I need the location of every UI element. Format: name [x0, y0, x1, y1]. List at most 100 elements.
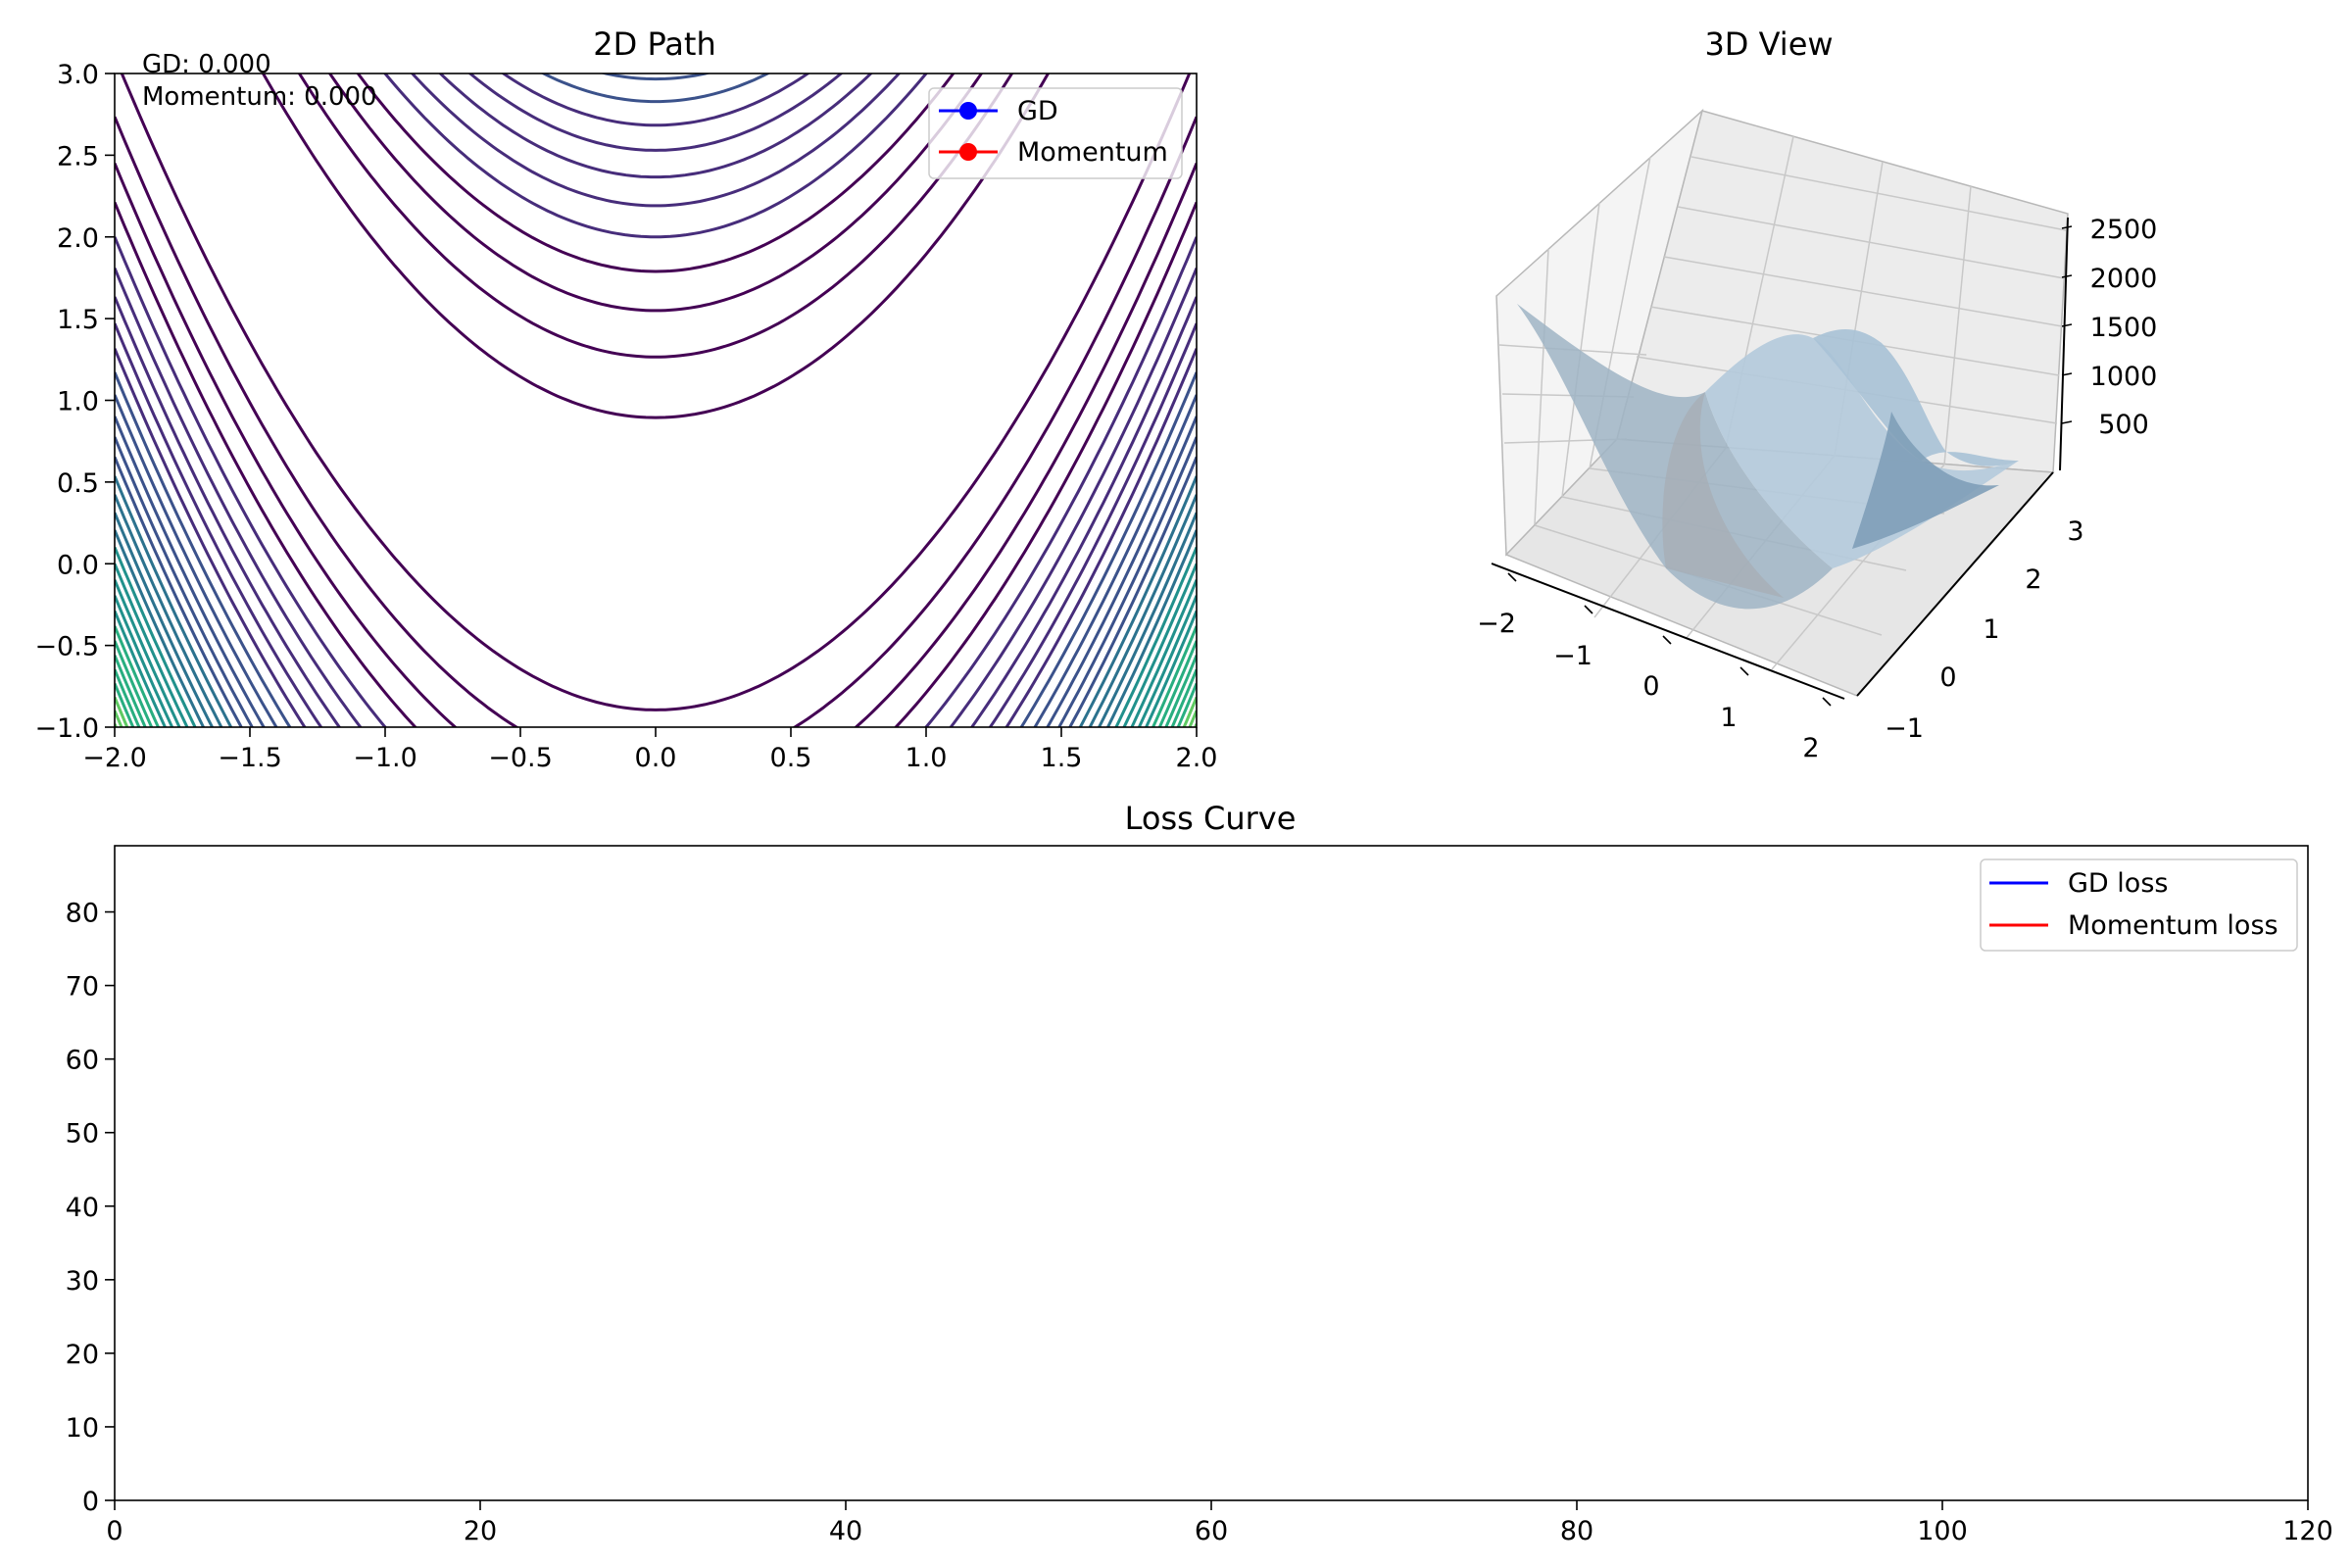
- contour-line: [297, 74, 1014, 359]
- contour-line: [501, 74, 810, 127]
- loss-y-tick-label: 30: [66, 1266, 99, 1297]
- contour-line: [599, 74, 712, 81]
- x-tick-label: 0.0: [635, 743, 677, 773]
- y-tick-label: 0.0: [57, 550, 99, 580]
- contour-line: [115, 563, 1197, 727]
- loss-y-tick-label: 10: [66, 1413, 99, 1444]
- legend-item-momentum: Momentum: [939, 137, 1168, 168]
- y-tick-label: 2.5: [57, 141, 99, 172]
- legend-label-momentum: Momentum: [1017, 137, 1168, 168]
- contour-line: [115, 625, 1197, 727]
- contour-line: [115, 595, 1197, 727]
- contour-line: [115, 116, 1197, 727]
- surface: [1517, 304, 2019, 610]
- contour-line: [115, 723, 1197, 727]
- 3d-z-tick-label: 500: [2098, 410, 2149, 440]
- legend-loss-box: [1980, 858, 2298, 952]
- contour-line: [120, 74, 1192, 711]
- loss-y-tick-label: 0: [82, 1487, 99, 1517]
- contour-line: [115, 737, 1197, 1391]
- surface-right-fold: [1852, 412, 1999, 549]
- contour-line: [115, 800, 1197, 1453]
- x-tick-label: −2.0: [82, 743, 147, 773]
- 3d-axis-lines: [1491, 217, 2069, 700]
- contour-line: [115, 475, 1197, 727]
- y-tick-label: −1.0: [34, 713, 99, 744]
- contour-line: [115, 546, 1197, 727]
- x-tick-label: −1.0: [353, 743, 417, 773]
- contour-line: [115, 579, 1197, 727]
- panel-loss-curve: Loss Curve 0 20 40 60 80 100 120 0 10 20 30 40 50 60 7…: [66, 800, 2333, 1546]
- contour-line: [115, 268, 1197, 727]
- x-tick-label: 2.0: [1176, 743, 1218, 773]
- loss-x-tick-label: 60: [1195, 1516, 1228, 1546]
- contour-lines: [115, 0, 1197, 1555]
- y-tick-label: 0.5: [57, 468, 99, 499]
- y-tick-label: 2.0: [57, 223, 99, 254]
- axis-ticks-loss: 0 20 40 60 80 100 120 0 10 20 30 40 50 60 70 80: [66, 899, 2333, 1546]
- contour-line: [115, 891, 1197, 1544]
- loss-y-tick-label: 70: [66, 972, 99, 1003]
- x-tick-label: −1.5: [218, 743, 282, 773]
- 3d-y-tick-label: 2: [2025, 564, 2041, 595]
- contour-line: [115, 512, 1197, 727]
- contour-line: [115, 835, 1197, 1489]
- contour-line: [115, 348, 1197, 727]
- 3d-x-tick-label: −1: [1553, 641, 1592, 671]
- loss-x-tick-label: 40: [829, 1516, 862, 1546]
- contour-line: [467, 74, 844, 152]
- contour-line: [115, 775, 1197, 1429]
- legend-label-momentum-loss: Momentum loss: [2068, 910, 2278, 941]
- loss-x-tick-label: 100: [1917, 1516, 1968, 1546]
- loss-x-tick-label: 20: [464, 1516, 497, 1546]
- loss-y-tick-label: 50: [66, 1119, 99, 1150]
- 3d-z-tick-label: 1000: [2090, 362, 2158, 392]
- contour-line: [115, 456, 1197, 727]
- 3d-x-tick-label: 0: [1642, 671, 1659, 702]
- loss-y-tick-label: 40: [66, 1193, 99, 1223]
- x-tick-label: 1.0: [906, 743, 948, 773]
- 3d-y-tick-label: −1: [1885, 713, 1924, 744]
- panel-3d-title: 3D View: [1704, 25, 1833, 63]
- contour-line: [115, 236, 1197, 727]
- contour-line: [115, 201, 1197, 727]
- contour-line: [115, 163, 1197, 727]
- panel-loss-title: Loss Curve: [1125, 800, 1297, 837]
- panel-2d-title: 2D Path: [593, 25, 715, 63]
- contour-line: [115, 371, 1197, 727]
- x-tick-label: 1.5: [1041, 743, 1083, 773]
- surface-right-lobe: [1813, 328, 2019, 466]
- contour-line: [383, 74, 928, 239]
- contour-line: [115, 846, 1197, 1499]
- contour-line: [115, 0, 1197, 17]
- legend-marker-gd: [959, 102, 977, 120]
- contour-line: [115, 762, 1197, 1416]
- gd-loss-annotation: GD: 0.000: [142, 50, 271, 79]
- contour-line: [115, 902, 1197, 1555]
- y-tick-label: −0.5: [34, 632, 99, 662]
- legend-marker-momentum: [959, 143, 977, 161]
- contour-line: [327, 74, 984, 313]
- loss-y-tick-label: 80: [66, 899, 99, 929]
- contour-line: [438, 74, 873, 179]
- contour-line: [115, 696, 1197, 727]
- legend-item-gd-loss: GD loss: [1989, 868, 2168, 899]
- contour-line: [115, 322, 1197, 727]
- contour-line: [115, 394, 1197, 727]
- contour-line: [115, 710, 1197, 727]
- x-tick-label: −0.5: [488, 743, 553, 773]
- y-tick-label: 3.0: [57, 60, 99, 90]
- plot-area-loss: [114, 845, 2309, 1501]
- 3d-x-tick-label: 1: [1720, 703, 1737, 733]
- axis-ticks-2d: −2.0 −1.5 −1.0 −0.5 0.0 0.5 1.0 1.5 2.0 −1.0 −0.5 0…: [34, 60, 1217, 773]
- y-tick-label: 1.0: [57, 387, 99, 417]
- contour-line: [115, 787, 1197, 1441]
- contour-line: [115, 494, 1197, 727]
- legend-label-gd: GD: [1017, 96, 1058, 126]
- 3d-z-tick-label: 2000: [2090, 264, 2158, 294]
- loss-x-tick-label: 120: [2282, 1516, 2333, 1546]
- legend-item-gd: GD: [939, 96, 1058, 126]
- legend-2d: GD Momentum: [928, 87, 1183, 179]
- contour-line: [356, 74, 956, 273]
